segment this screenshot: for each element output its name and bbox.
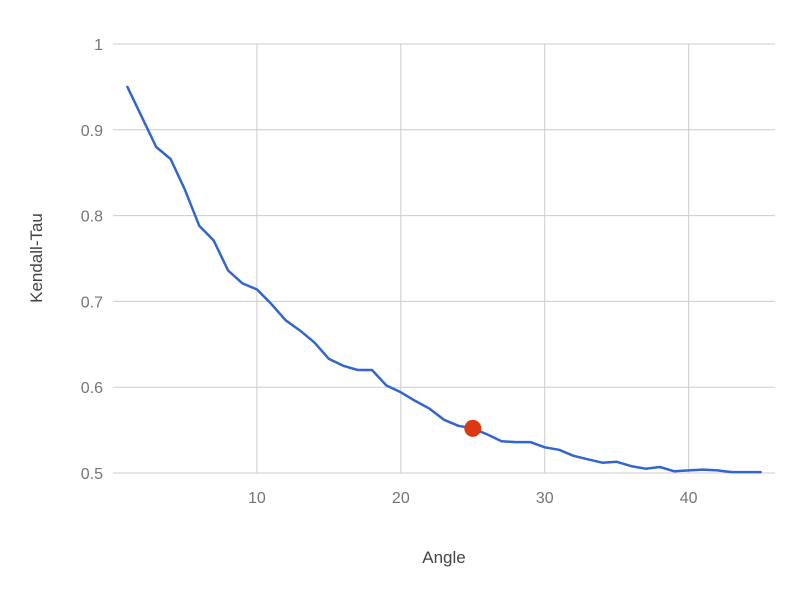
x-tick-label: 10 xyxy=(248,490,266,507)
y-tick-label: 1 xyxy=(94,37,103,54)
point-layer xyxy=(464,419,482,437)
grid-lines xyxy=(113,43,775,474)
tick-labels: 0.5 0.6 0.7 0.8 0.9 1 10 20 30 40 xyxy=(81,37,698,507)
y-axis-title: Kendall-Tau xyxy=(27,213,46,303)
highlight-point xyxy=(464,419,482,437)
y-tick-label: 0.9 xyxy=(81,123,103,140)
y-tick-label: 0.8 xyxy=(81,209,103,226)
y-tick-label: 0.6 xyxy=(81,380,103,397)
x-tick-label: 40 xyxy=(680,490,698,507)
series-layer xyxy=(126,85,762,474)
y-tick-label: 0.7 xyxy=(81,294,103,311)
y-tick-label: 0.5 xyxy=(81,466,103,483)
series-line xyxy=(126,85,762,474)
x-axis-title: Angle xyxy=(422,548,465,567)
x-tick-label: 20 xyxy=(392,490,410,507)
x-tick-label: 30 xyxy=(536,490,554,507)
